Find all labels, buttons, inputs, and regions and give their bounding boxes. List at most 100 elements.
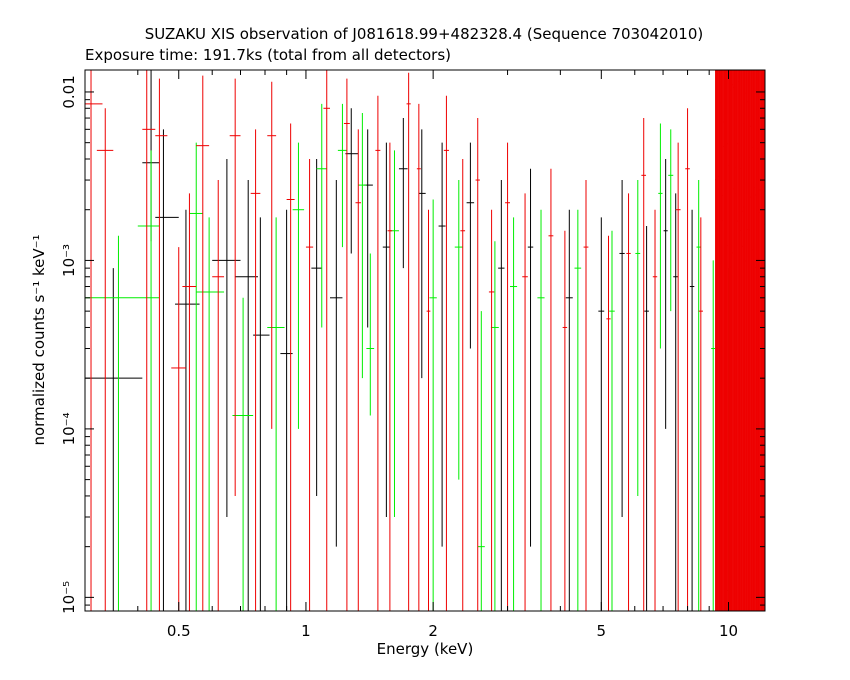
data-point-s2-29: [583, 180, 589, 611]
y-tick-label: 10⁻⁵: [60, 581, 78, 614]
data-point-s0-16: [466, 142, 475, 349]
data-point-s2-16: [375, 95, 381, 611]
data-point-s2-26: [522, 193, 528, 611]
data-point-s1-22: [668, 129, 674, 312]
data-point-s2-36: [698, 217, 703, 611]
data-point-s0-4: [212, 158, 241, 517]
data-point-s1-15: [490, 241, 499, 611]
data-point-s0-22: [644, 226, 649, 611]
data-point-s0-25: [689, 209, 695, 611]
data-point-s0-21: [619, 180, 625, 517]
axis-ticks: 0.5 1 2 5 10 0.01 10⁻³ 10⁻⁴ 10⁻⁵: [60, 70, 765, 640]
data-point-s2-1: [96, 108, 114, 611]
data-point-s2-4: [171, 247, 186, 611]
data-point-s1-2: [189, 142, 203, 611]
data-point-s1-14: [477, 311, 485, 611]
data-point-s2-32: [641, 118, 647, 611]
data-point-s0-14: [418, 129, 426, 379]
y-tick-label: 0.01: [60, 75, 78, 108]
data-point-s2-20: [426, 209, 431, 611]
data-point-s1-21: [658, 123, 663, 349]
data-point-s2-28: [562, 230, 568, 611]
data-point-s2-18: [406, 72, 411, 611]
data-point-s0-20: [598, 217, 605, 611]
data-point-s1-5: [267, 217, 285, 611]
x-axis-label: Energy (keV): [377, 640, 474, 658]
data-point-s0-13: [398, 118, 408, 269]
data-point-s1-13: [454, 180, 463, 480]
data-point-s1-18: [574, 209, 582, 611]
data-point-s2-23: [475, 118, 480, 611]
data-point-s1-10: [366, 253, 375, 416]
data-point-s2-15: [355, 129, 362, 611]
data-point-s0-0: [85, 268, 143, 611]
data-layer: [85, 70, 765, 611]
chart-title: SUZAKU XIS observation of J081618.99+482…: [145, 25, 703, 43]
y-tick-label: 10⁻⁴: [60, 412, 78, 445]
data-point-s0-17: [498, 180, 505, 611]
data-point-s2-9: [250, 129, 261, 611]
data-point-s2-11: [286, 123, 295, 611]
data-point-s2-25: [505, 142, 510, 611]
y-axis-label: normalized counts s⁻¹ keV⁻¹: [30, 234, 48, 445]
data-point-s2-30: [606, 235, 611, 611]
data-point-s2-5: [182, 193, 197, 611]
data-point-s1-20: [635, 180, 641, 496]
data-point-s0-23: [663, 158, 668, 429]
data-point-s2-12: [305, 158, 314, 611]
data-point-s0-11: [363, 129, 373, 328]
data-point-s1-24: [711, 260, 716, 611]
x-tick-label: 2: [428, 622, 438, 640]
data-point-s0-2: [155, 129, 179, 611]
data-point-s2-13: [323, 70, 330, 611]
x-tick-label: 1: [301, 622, 311, 640]
data-point-s2-34: [675, 142, 681, 611]
data-point-s0-15: [438, 142, 446, 547]
data-point-s2-8: [229, 78, 241, 496]
data-point-s0-8: [311, 158, 322, 496]
data-point-s0-24: [673, 193, 679, 611]
data-point-s1-3: [196, 217, 225, 611]
data-point-s2-27: [548, 168, 554, 611]
data-point-s1-23: [696, 180, 701, 611]
data-point-s1-1: [137, 150, 160, 611]
data-point-s0-19: [565, 209, 573, 611]
data-point-s0-5: [235, 180, 258, 611]
data-point-s1-7: [316, 103, 327, 328]
x-tick-label: 5: [597, 622, 607, 640]
data-point-s2-35: [685, 108, 690, 611]
data-point-s2-22: [460, 158, 466, 611]
data-point-s2-6: [196, 75, 210, 611]
data-point-s2-14: [343, 78, 350, 611]
data-point-s2-21: [443, 95, 449, 611]
data-point-s2-7: [212, 180, 225, 611]
data-point-s1-0: [85, 235, 160, 611]
x-tick-label: 10: [719, 622, 738, 640]
data-point-s0-9: [329, 180, 343, 547]
data-point-s1-19: [609, 230, 615, 611]
data-point-s1-12: [429, 199, 437, 611]
data-point-s0-12: [382, 142, 390, 517]
data-point-s1-4: [232, 297, 254, 611]
data-point-s2-31: [626, 193, 631, 611]
data-point-s2-0: [85, 70, 103, 611]
data-point-s1-8: [337, 103, 347, 248]
data-point-s0-18: [527, 168, 534, 547]
data-point-s1-11: [389, 150, 399, 517]
data-point-s2-33: [652, 209, 658, 611]
data-point-s2-17: [387, 142, 393, 611]
data-point-s2-19: [416, 103, 421, 611]
x-tick-label: 0.5: [167, 622, 191, 640]
data-point-s2-3: [155, 78, 168, 611]
plot-frame: [84, 69, 766, 612]
data-point-s1-16: [509, 217, 518, 611]
data-point-s2-24: [488, 209, 495, 611]
data-point-s1-17: [537, 209, 545, 611]
y-tick-label: 10⁻³: [60, 244, 78, 277]
data-point-s0-10: [345, 108, 359, 254]
data-point-s2-2: [142, 70, 156, 611]
data-point-s2-10: [267, 81, 277, 429]
data-point-s1-9: [358, 113, 367, 379]
data-point-s1-6: [292, 142, 305, 429]
